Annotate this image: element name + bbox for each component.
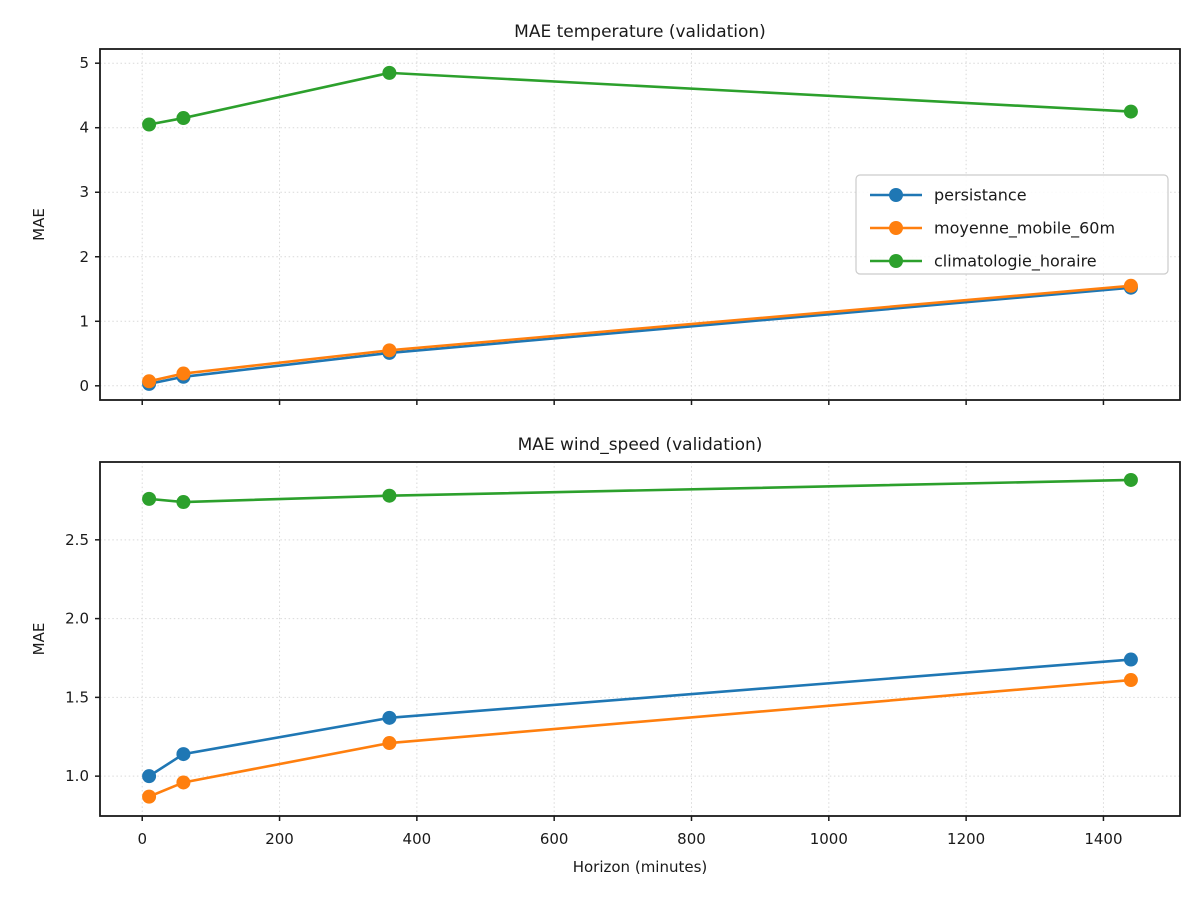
- x-tick-label: 400: [403, 830, 432, 848]
- series-line-climatologie_horaire: [147, 71, 1133, 126]
- legend-marker-sample: [889, 254, 903, 268]
- series-climatologie_horaire: [142, 472, 1138, 510]
- x-tick-label: 1200: [947, 830, 985, 848]
- data-point-marker: [176, 366, 191, 381]
- x-axis: [141, 400, 1105, 405]
- data-point-marker: [176, 775, 191, 790]
- series-moyenne_mobile_60m: [142, 278, 1138, 389]
- y-tick-label: 2.5: [65, 531, 89, 549]
- series-line-persistance: [147, 658, 1133, 778]
- series-line-moyenne_mobile_60m: [147, 284, 1133, 383]
- data-point-marker: [142, 374, 157, 389]
- subplot-2: 0 200 400 600 800 1000 1200 1400 1.0 1.5 2.0 2.5 MAE…: [30, 435, 1181, 876]
- series-persistance: [142, 652, 1138, 784]
- legend-label: climatologie_horaire: [934, 252, 1097, 272]
- y-tick-label: 4: [79, 119, 89, 137]
- y-tick-label: 2: [79, 248, 89, 266]
- y-tick-label: 1.0: [65, 767, 89, 785]
- data-point-marker: [142, 789, 157, 804]
- series-moyenne_mobile_60m: [142, 673, 1138, 804]
- y-tick-label: 1.5: [65, 688, 89, 706]
- x-axis: 0 200 400 600 800 1000 1200 1400: [137, 816, 1123, 848]
- data-point-marker: [176, 111, 191, 126]
- data-point-marker: [142, 117, 157, 132]
- data-point-marker: [382, 710, 397, 725]
- y-axis-label: MAE: [30, 208, 48, 241]
- x-tick-label: 1000: [810, 830, 848, 848]
- series-line-persistance: [147, 286, 1133, 386]
- grid: [100, 462, 1180, 816]
- chart-title: MAE temperature (validation): [514, 22, 766, 42]
- chart-title: MAE wind_speed (validation): [518, 435, 763, 455]
- data-point-marker: [176, 495, 191, 510]
- subplot-1: 0 1 2 3 4 5 MAE temperature (validation) MAE per…: [30, 22, 1181, 405]
- series-line-moyenne_mobile_60m: [147, 678, 1133, 798]
- data-point-marker: [176, 747, 191, 762]
- x-axis-label: Horizon (minutes): [573, 858, 708, 876]
- legend-label: moyenne_mobile_60m: [934, 219, 1115, 239]
- grid: [100, 49, 1180, 400]
- plot-area: [100, 462, 1180, 816]
- axes-frame: [99, 461, 1181, 817]
- legend-marker-sample: [889, 221, 903, 235]
- y-axis: 1.0 1.5 2.0 2.5: [65, 531, 100, 785]
- legend-frame: [855, 174, 1169, 275]
- axes-frame: [99, 48, 1181, 401]
- y-tick-label: 1: [79, 312, 89, 330]
- series-line-climatologie_horaire: [147, 478, 1133, 504]
- y-tick-label: 2.0: [65, 610, 89, 628]
- series-climatologie_horaire: [142, 65, 1138, 132]
- data-point-marker: [382, 343, 397, 358]
- x-tick-label: 1400: [1084, 830, 1122, 848]
- data-point-marker: [1123, 673, 1138, 688]
- data-point-marker: [1123, 472, 1138, 487]
- x-tick-label: 800: [677, 830, 706, 848]
- data-point-marker: [1123, 104, 1138, 119]
- legend: persistance moyenne_mobile_60m climatologi…: [855, 174, 1169, 275]
- x-tick-label: 200: [265, 830, 294, 848]
- y-tick-label: 0: [79, 377, 89, 395]
- data-point-marker: [142, 769, 157, 784]
- y-axis-label: MAE: [30, 623, 48, 656]
- y-tick-label: 5: [79, 54, 89, 72]
- data-point-marker: [1123, 652, 1138, 667]
- x-tick-label: 0: [137, 830, 147, 848]
- legend-label: persistance: [934, 186, 1027, 205]
- data-point-marker: [382, 488, 397, 503]
- data-point-marker: [382, 65, 397, 80]
- y-tick-label: 3: [79, 183, 89, 201]
- data-point-marker: [1123, 278, 1138, 293]
- y-axis: 0 1 2 3 4 5: [79, 54, 100, 395]
- data-point-marker: [142, 491, 157, 506]
- x-tick-label: 600: [540, 830, 569, 848]
- data-point-marker: [382, 736, 397, 751]
- legend-marker-sample: [889, 188, 903, 202]
